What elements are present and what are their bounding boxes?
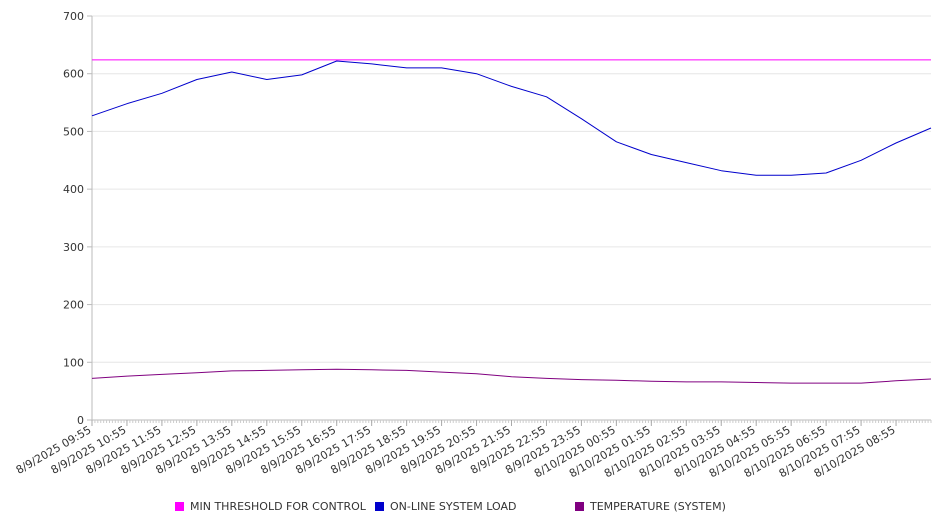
y-axis-ticks: 0 100 200 300 400 500 600 700 (63, 10, 92, 427)
legend-label-system-load: ON-LINE SYSTEM LOAD (390, 499, 517, 513)
y-tick-label: 300 (63, 241, 84, 254)
legend-item-temperature: TEMPERATURE (SYSTEM) (575, 497, 726, 515)
x-axis-ticks: 8/9/2025 09:558/9/2025 10:558/9/2025 11:… (14, 420, 932, 480)
legend: MIN THRESHOLD FOR CONTROL ON-LINE SYSTEM… (0, 497, 946, 515)
axes (91, 16, 931, 421)
y-tick-label: 500 (63, 125, 84, 138)
series-lines (91, 59, 932, 384)
y-tick-label: 600 (63, 68, 84, 81)
legend-swatch-threshold (175, 501, 184, 511)
y-tick-label: 100 (63, 356, 84, 369)
legend-swatch-system-load (375, 501, 384, 511)
series-temperature-line (91, 368, 932, 384)
legend-swatch-temperature (575, 501, 584, 511)
y-tick-label: 700 (63, 10, 84, 23)
series-system-load-line (91, 60, 932, 176)
legend-item-threshold: MIN THRESHOLD FOR CONTROL (175, 497, 366, 515)
legend-label-temperature: TEMPERATURE (SYSTEM) (590, 499, 726, 513)
legend-label-threshold: MIN THRESHOLD FOR CONTROL (190, 499, 366, 513)
grid-lines (92, 15, 931, 363)
legend-item-system-load: ON-LINE SYSTEM LOAD (375, 497, 516, 515)
y-tick-label: 0 (77, 414, 84, 427)
y-tick-label: 200 (63, 299, 84, 312)
y-tick-label: 400 (63, 183, 84, 196)
